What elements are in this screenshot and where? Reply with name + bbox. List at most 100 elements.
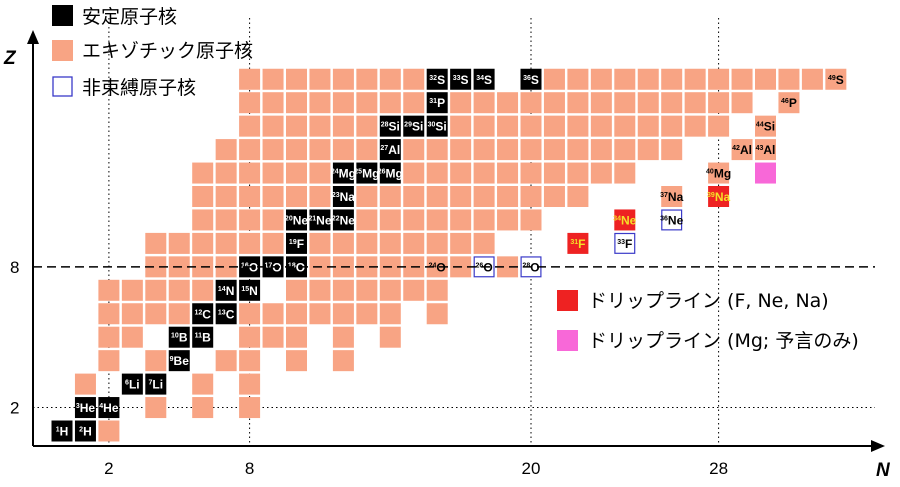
stable-cell <box>74 420 96 442</box>
unbound-cell <box>614 232 636 254</box>
exotic-cell <box>520 139 542 161</box>
element-symbol: H <box>60 425 69 439</box>
nuclide-label: 2H <box>79 425 92 439</box>
exotic-cell <box>74 373 96 395</box>
exotic-cell <box>239 139 261 161</box>
mass-number: 33 <box>453 75 461 82</box>
mass-number: 16 <box>241 262 249 269</box>
exotic-cell <box>192 279 214 301</box>
exotic-cell <box>497 139 519 161</box>
stable-cell <box>426 92 448 114</box>
mass-number: 24 <box>429 262 437 269</box>
element-symbol: F <box>625 237 632 251</box>
exotic-cell <box>215 186 237 207</box>
exotic-cell <box>286 162 307 184</box>
exotic-cell <box>590 139 612 161</box>
exotic-cell <box>567 186 589 207</box>
element-symbol: N <box>226 284 235 298</box>
exotic-cell <box>379 68 401 90</box>
exotic-cell <box>379 326 401 348</box>
mass-number: 26 <box>476 262 484 269</box>
mass-number: 46 <box>781 98 789 105</box>
nuclide-label: 34S <box>476 73 492 87</box>
mass-number: 31 <box>429 98 437 105</box>
exotic-cell <box>403 186 425 207</box>
exotic-cell <box>450 232 472 254</box>
exotic-cell <box>708 162 730 184</box>
legend-swatch-unbound <box>52 76 73 97</box>
exotic-cell <box>332 303 354 325</box>
exotic-cell <box>403 92 425 114</box>
exotic-cell <box>356 209 378 231</box>
dripline-cell <box>614 209 636 231</box>
stable-cell <box>74 397 96 419</box>
x-tick-label: 20 <box>522 459 541 478</box>
exotic-cell <box>239 232 261 254</box>
exotic-cell <box>356 303 378 325</box>
dripline-cell <box>708 186 730 207</box>
exotic-cell <box>262 162 284 184</box>
element-symbol: Na <box>340 190 356 204</box>
element-symbol: F <box>297 237 304 251</box>
x-tick-label: 8 <box>245 459 254 478</box>
exotic-cell <box>473 162 495 184</box>
exotic-cell <box>145 303 167 325</box>
exotic-cell <box>262 209 284 231</box>
legend-label-unbound: 非束縛原子核 <box>82 77 196 99</box>
mass-number: 30 <box>428 122 436 129</box>
exotic-cell <box>98 350 120 372</box>
exotic-cell <box>731 68 753 90</box>
exotic-cell <box>731 92 753 114</box>
exotic-cell <box>473 209 495 231</box>
exotic-cell <box>450 209 472 231</box>
element-symbol: O <box>249 260 258 274</box>
stable-cell <box>379 162 401 184</box>
element-symbol: Be <box>174 354 190 368</box>
element-symbol: B <box>179 331 188 345</box>
exotic-cell <box>543 68 565 90</box>
exotic-cell <box>145 256 167 278</box>
exotic-cell <box>239 186 261 207</box>
x-axis-arrow-icon <box>871 440 885 452</box>
element-symbol: N <box>249 284 258 298</box>
mass-number: 49 <box>828 75 836 82</box>
exotic-cell <box>497 115 519 137</box>
exotic-cell <box>520 209 542 231</box>
mass-number: 13 <box>218 309 226 316</box>
exotic-cell <box>356 92 378 114</box>
exotic-cell <box>239 350 261 372</box>
exotic-cell <box>286 303 307 325</box>
exotic-cell <box>356 139 378 161</box>
exotic-cell <box>262 68 284 90</box>
legend-label-exotic: エキゾチック原子核 <box>82 40 253 62</box>
exotic-cell <box>332 115 354 137</box>
exotic-cell <box>661 92 683 114</box>
exotic-cell <box>121 303 143 325</box>
exotic-cell <box>286 139 307 161</box>
exotic-cell <box>262 139 284 161</box>
element-symbol: Mg <box>386 167 403 181</box>
exotic-cell <box>426 303 448 325</box>
exotic-cell <box>403 139 425 161</box>
element-symbol: S <box>531 73 539 87</box>
mass-number: 20 <box>285 215 293 222</box>
exotic-cell <box>356 256 378 278</box>
exotic-cell <box>801 68 823 90</box>
nuclide-label: 30Si <box>428 120 447 134</box>
mass-number: 29 <box>404 122 412 129</box>
exotic-cell <box>215 209 237 231</box>
exotic-cell <box>426 162 448 184</box>
exotic-cell <box>192 397 214 419</box>
element-symbol: C <box>226 307 235 321</box>
stable-cell <box>286 232 307 254</box>
exotic-cell <box>379 303 401 325</box>
exotic-cell <box>145 397 167 419</box>
exotic-cell <box>567 68 589 90</box>
exotic-cell <box>661 68 683 90</box>
exotic-cell <box>403 232 425 254</box>
stable-cell <box>239 279 261 301</box>
exotic-cell <box>450 92 472 114</box>
nuclide-label: 16O <box>241 260 258 274</box>
nuclide-label: 3He <box>76 401 96 415</box>
